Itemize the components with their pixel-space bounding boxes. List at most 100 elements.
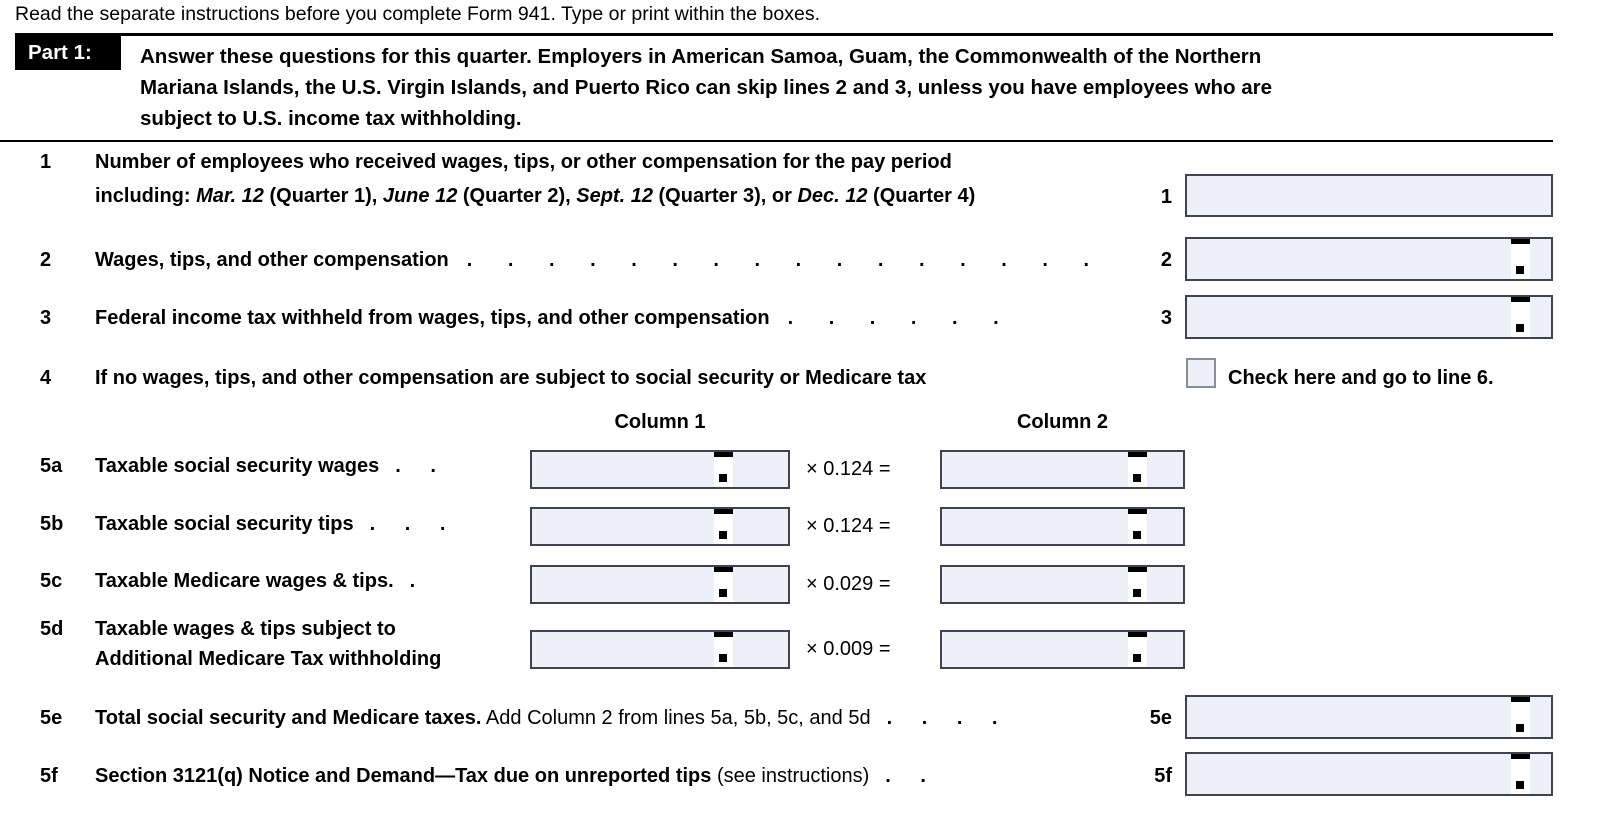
- decimal-strip: [1511, 697, 1530, 737]
- line5f-dot-leaders: . .: [885, 765, 926, 787]
- line5d-label-line2: Additional Medicare Tax withholding: [95, 648, 442, 670]
- line5a-col2-input[interactable]: [940, 450, 1185, 489]
- line5c-col2-input[interactable]: [940, 565, 1185, 604]
- line4-check-label: Check here and go to line 6.: [1228, 367, 1494, 389]
- decimal-tick: [1128, 452, 1147, 457]
- line5c-label-text: Taxable Medicare wages & tips.: [95, 570, 394, 592]
- line1-q3-rest: (Quarter 3), or: [652, 185, 798, 207]
- line2-label-text: Wages, tips, and other compensation: [95, 249, 449, 271]
- line1-q2-rest: (Quarter 2),: [457, 185, 577, 207]
- line1-q1-rest: (Quarter 1),: [263, 185, 383, 207]
- line5c-multiplier: × 0.029 =: [806, 573, 891, 595]
- line5a-label: Taxable social security wages . .: [95, 455, 436, 478]
- decimal-tick: [714, 509, 733, 514]
- decimal-point: [1133, 474, 1141, 482]
- line5e-right-number: 5e: [1149, 707, 1172, 729]
- line5d-multiplier: × 0.009 =: [806, 638, 891, 660]
- decimal-strip: [714, 567, 733, 602]
- decimal-tick: [1511, 697, 1530, 702]
- line2-wages-input[interactable]: [1185, 237, 1553, 281]
- line1-q4-date: Dec. 12: [797, 185, 868, 207]
- line5f-section3121q-input[interactable]: [1185, 752, 1553, 796]
- line5c-col1-input[interactable]: [530, 565, 790, 604]
- line5c-number: 5c: [40, 570, 63, 592]
- decimal-point: [1516, 266, 1524, 274]
- decimal-tick: [1128, 632, 1147, 637]
- line3-right-number: 3: [1160, 307, 1172, 329]
- decimal-strip: [1511, 754, 1530, 794]
- decimal-strip: [1511, 297, 1530, 337]
- line1-q2-date: June 12: [382, 185, 458, 207]
- decimal-point: [719, 531, 727, 539]
- line5d-col1-input[interactable]: [530, 630, 790, 669]
- line5a-label-text: Taxable social security wages: [95, 455, 380, 477]
- line5a-col1-input[interactable]: [530, 450, 790, 489]
- line1-label-line1: Number of employees who received wages, …: [95, 151, 952, 173]
- line5e-number: 5e: [40, 707, 63, 729]
- line5e-dot-leaders: . . . .: [886, 707, 998, 729]
- decimal-point: [1516, 724, 1524, 732]
- column2-header: Column 2: [1016, 411, 1109, 433]
- line5f-number: 5f: [40, 765, 58, 787]
- decimal-strip: [1128, 452, 1147, 487]
- line5e-label-bold: Total social security and Medicare taxes…: [95, 707, 482, 729]
- line3-dot-leaders: . . . . . .: [787, 307, 999, 329]
- line2-label: Wages, tips, and other compensation . . .…: [95, 249, 1089, 272]
- line1-employees-input[interactable]: [1185, 174, 1553, 217]
- divider-top: [15, 33, 1553, 36]
- decimal-point: [1133, 589, 1141, 597]
- line5b-col1-input[interactable]: [530, 507, 790, 546]
- line5b-label: Taxable social security tips . . .: [95, 513, 445, 536]
- decimal-point: [1516, 781, 1524, 789]
- decimal-strip: [714, 509, 733, 544]
- line3-label-text: Federal income tax withheld from wages, …: [95, 307, 770, 329]
- line3-federal-tax-input[interactable]: [1185, 295, 1553, 339]
- decimal-tick: [1511, 239, 1530, 244]
- part1-heading-line1: Answer these questions for this quarter.…: [140, 45, 1262, 68]
- part1-label: Part 1:: [15, 36, 121, 70]
- decimal-tick: [714, 632, 733, 637]
- line5c-dot-leaders: .: [409, 570, 416, 592]
- line1-label-line2: including: Mar. 12 (Quarter 1), June 12 …: [95, 185, 975, 208]
- line5e-label-rest: Add Column 2 from lines 5a, 5b, 5c, and …: [481, 707, 871, 729]
- decimal-strip: [714, 452, 733, 487]
- decimal-tick: [714, 452, 733, 457]
- line5d-number: 5d: [40, 618, 64, 640]
- decimal-strip: [1128, 509, 1147, 544]
- part1-heading-line2: Mariana Islands, the U.S. Virgin Islands…: [140, 76, 1273, 99]
- line2-number: 2: [40, 249, 52, 271]
- line1-right-number: 1: [1160, 186, 1172, 208]
- line3-number: 3: [40, 307, 52, 329]
- line5f-right-number: 5f: [1154, 765, 1172, 787]
- decimal-strip: [714, 632, 733, 667]
- column1-header: Column 1: [614, 411, 706, 433]
- line4-number: 4: [40, 367, 52, 389]
- line1-q4-rest: (Quarter 4): [867, 185, 976, 207]
- line4-checkbox[interactable]: [1186, 358, 1216, 388]
- decimal-point: [1516, 324, 1524, 332]
- line5b-col2-input[interactable]: [940, 507, 1185, 546]
- line5f-label-bold: Section 3121(q) Notice and Demand—Tax du…: [95, 765, 712, 787]
- line5a-dot-leaders: . .: [395, 455, 436, 477]
- line5c-label: Taxable Medicare wages & tips..: [95, 570, 415, 593]
- line5e-total-input[interactable]: [1185, 695, 1553, 739]
- line5d-col2-input[interactable]: [940, 630, 1185, 669]
- line5b-number: 5b: [40, 513, 64, 535]
- decimal-strip: [1128, 567, 1147, 602]
- line5e-label: Total social security and Medicare taxes…: [95, 707, 998, 730]
- decimal-point: [1133, 531, 1141, 539]
- line5a-multiplier: × 0.124 =: [806, 458, 891, 480]
- decimal-point: [719, 589, 727, 597]
- line1-q1-date: Mar. 12: [196, 185, 264, 207]
- part1-heading-line3: subject to U.S. income tax withholding.: [140, 107, 522, 130]
- decimal-point: [719, 654, 727, 662]
- line1-number: 1: [40, 151, 52, 173]
- line1-q3-date: Sept. 12: [576, 185, 653, 207]
- line5f-label: Section 3121(q) Notice and Demand—Tax du…: [95, 765, 926, 788]
- line5a-number: 5a: [40, 455, 63, 477]
- decimal-tick: [714, 567, 733, 572]
- decimal-tick: [1511, 754, 1530, 759]
- line5b-dot-leaders: . . .: [369, 513, 446, 535]
- decimal-point: [719, 474, 727, 482]
